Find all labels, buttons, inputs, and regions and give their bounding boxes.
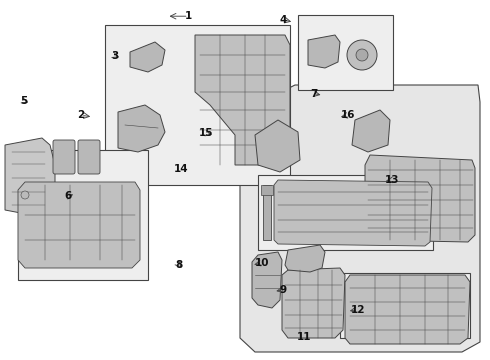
Polygon shape (285, 245, 325, 272)
Text: 11: 11 (296, 332, 311, 342)
Polygon shape (118, 105, 165, 152)
Text: 4: 4 (279, 15, 287, 25)
Polygon shape (255, 120, 300, 172)
Text: 9: 9 (280, 285, 287, 295)
Bar (258, 175, 433, 250)
Bar (261, 185, 273, 195)
Text: 2: 2 (77, 110, 84, 120)
Circle shape (356, 49, 368, 61)
Text: 5: 5 (20, 96, 27, 106)
Circle shape (347, 40, 377, 70)
FancyBboxPatch shape (78, 140, 100, 174)
Polygon shape (130, 42, 165, 72)
Text: 12: 12 (350, 305, 365, 315)
Polygon shape (282, 268, 345, 338)
Bar (298, 15, 393, 90)
Bar (340, 273, 470, 338)
Text: 10: 10 (255, 258, 270, 268)
Text: 13: 13 (385, 175, 399, 185)
Polygon shape (5, 138, 55, 217)
Bar (263, 185, 271, 240)
Text: 16: 16 (341, 110, 355, 120)
Text: 7: 7 (310, 89, 318, 99)
Polygon shape (365, 155, 475, 242)
Text: 6: 6 (64, 191, 71, 201)
Text: 1: 1 (185, 11, 192, 21)
Polygon shape (345, 275, 470, 344)
Polygon shape (195, 35, 290, 165)
Text: 3: 3 (112, 51, 119, 61)
Bar (18, 150, 148, 280)
Polygon shape (274, 180, 432, 246)
Circle shape (21, 191, 29, 199)
Polygon shape (18, 182, 140, 268)
Polygon shape (252, 252, 282, 308)
Polygon shape (240, 85, 480, 352)
Text: 14: 14 (174, 164, 189, 174)
Polygon shape (352, 110, 390, 152)
FancyBboxPatch shape (53, 140, 75, 174)
Bar (105, 25, 290, 185)
Polygon shape (308, 35, 340, 68)
Text: 15: 15 (198, 128, 213, 138)
Text: 8: 8 (175, 260, 182, 270)
